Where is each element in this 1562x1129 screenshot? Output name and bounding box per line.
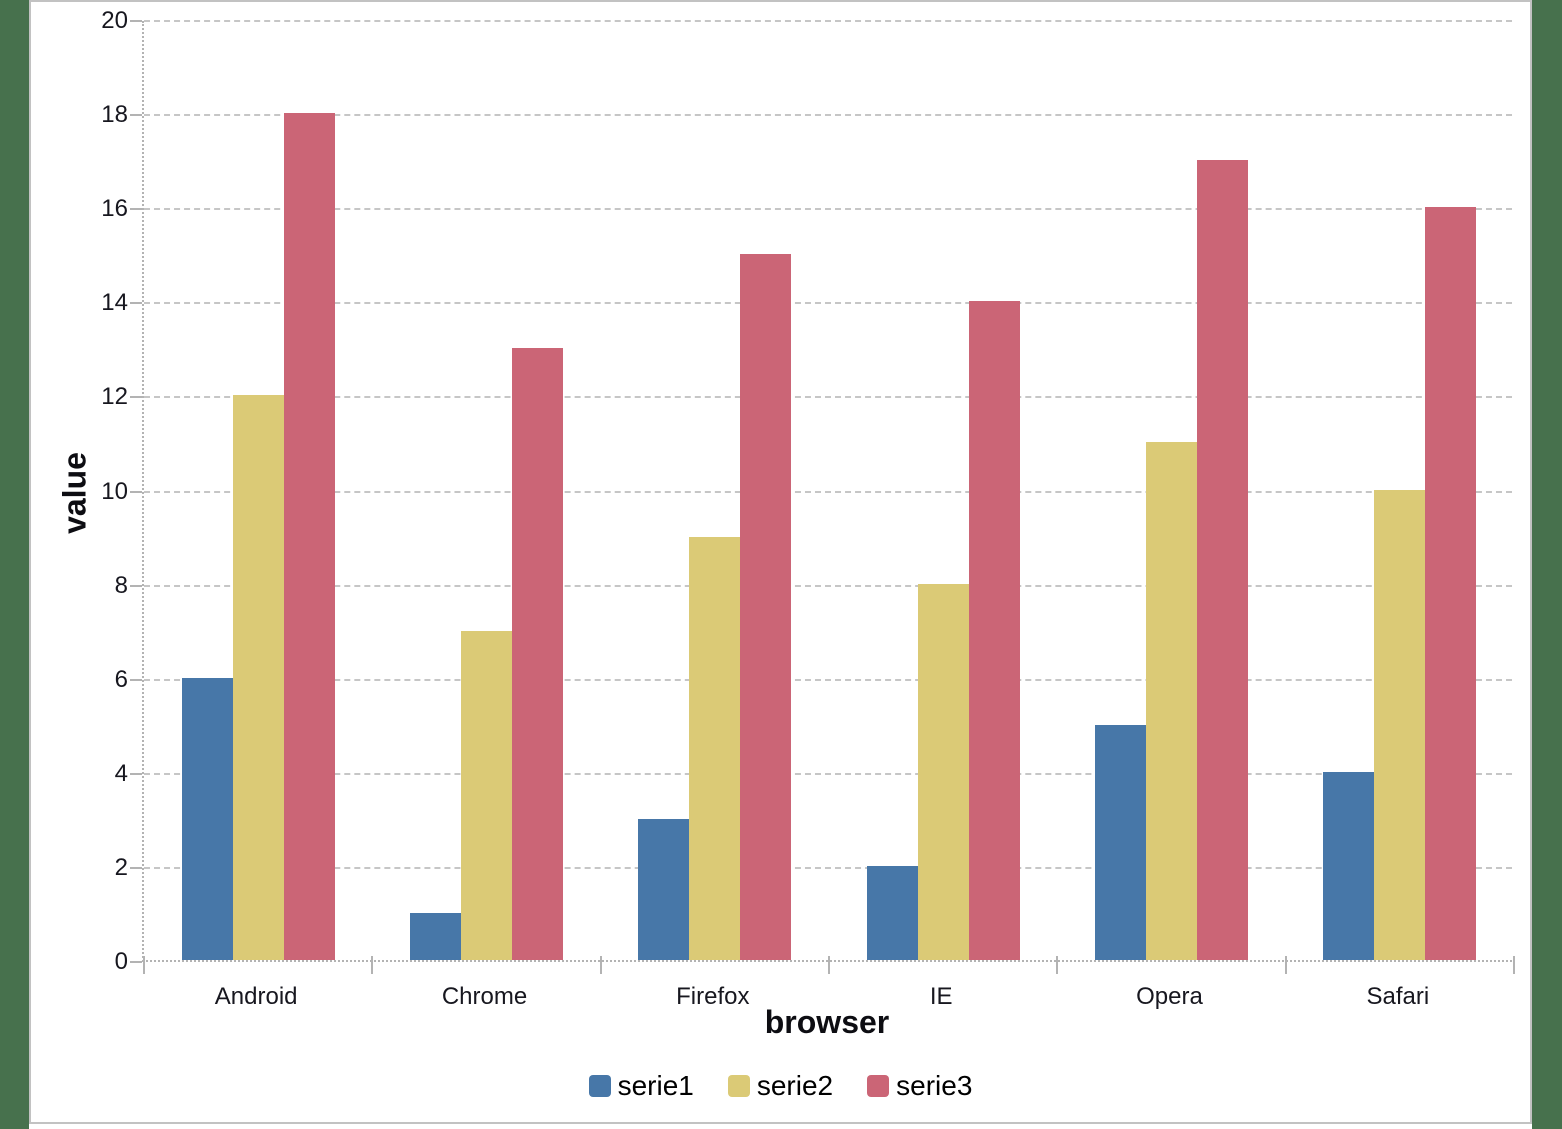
legend-swatch-serie1 [588, 1075, 611, 1097]
gridline [144, 678, 1512, 681]
y-axis-tick [130, 678, 142, 681]
y-tick-label: 0 [114, 948, 128, 975]
x-category-label: Chrome [441, 983, 528, 1010]
y-axis-tick [130, 772, 142, 775]
bar-serie1-chrome [410, 912, 461, 960]
x-axis-tick [143, 956, 145, 974]
y-tick-label: 4 [114, 759, 128, 787]
x-axis-tick [599, 956, 602, 974]
y-axis-tick [130, 20, 142, 22]
y-axis-tick [130, 866, 142, 869]
gridline [144, 302, 1512, 305]
y-axis-tick [130, 584, 142, 587]
legend: serie1 serie2 serie3 [31, 1070, 1530, 1102]
gridline [144, 208, 1512, 211]
bar-serie3-opera [1197, 160, 1248, 960]
x-axis-tick [1056, 956, 1059, 974]
legend-swatch-serie3 [867, 1075, 890, 1097]
y-axis-tick [130, 396, 142, 399]
gridline [144, 584, 1512, 587]
x-category-label: Safari [1366, 983, 1430, 1010]
bar-serie3-firefox [740, 254, 792, 960]
bar-serie1-ie [866, 865, 918, 960]
y-tick-label: 16 [101, 195, 128, 223]
x-category-labels: Android Chrome Firefox IE Opera Safari [142, 983, 1512, 1013]
y-tick-label: 18 [101, 101, 128, 129]
bar-serie3-chrome [512, 348, 563, 960]
y-tick-label: 10 [101, 477, 128, 505]
legend-swatch-serie2 [727, 1075, 750, 1097]
gridline [144, 772, 1512, 775]
chart-canvas: value Android Chrome Firefox IE Opera Safari … [29, 0, 1532, 1124]
bar-serie2-firefox [689, 536, 741, 960]
plot-area [130, 20, 1515, 974]
legend-item-serie3: serie3 [867, 1070, 972, 1102]
gridline [144, 396, 1512, 399]
y-axis-tick [130, 302, 142, 305]
x-axis-tick [1284, 956, 1287, 974]
y-axis-tick [130, 961, 142, 963]
bar-serie1-firefox [638, 818, 690, 960]
gridline [144, 866, 1512, 869]
bar-serie3-android [283, 113, 335, 960]
legend-label: serie2 [756, 1070, 834, 1101]
y-tick-label: 14 [101, 289, 128, 317]
bar-serie2-ie [917, 583, 969, 960]
y-axis-tick [130, 490, 142, 493]
bar-serie2-safari [1374, 489, 1426, 960]
y-axis-tick [130, 208, 142, 211]
bar-serie3-safari [1425, 207, 1477, 960]
y-tick-label: 20 [101, 7, 128, 34]
x-category-label: Firefox [676, 983, 750, 1010]
x-category-label: IE [929, 983, 953, 1010]
bar-serie2-chrome [461, 630, 512, 960]
legend-label: serie1 [617, 1070, 694, 1101]
bar-serie3-ie [968, 301, 1020, 960]
bar-serie1-opera [1095, 724, 1146, 960]
legend-item-serie1: serie1 [588, 1070, 694, 1102]
gridline [144, 114, 1512, 117]
bar-serie1-android [181, 677, 233, 960]
x-axis-title: browser [764, 1004, 890, 1040]
legend-item-serie2: serie2 [727, 1070, 834, 1102]
bar-serie2-opera [1146, 442, 1197, 960]
gridline [144, 20, 1512, 22]
frame-right-strip [1532, 0, 1562, 1129]
x-axis-tick [828, 956, 830, 974]
x-category-label: Android [214, 983, 298, 1010]
frame-left-strip [0, 0, 29, 1129]
bar-serie2-android [232, 395, 284, 960]
y-tick-label: 12 [101, 383, 128, 411]
y-tick-label: 6 [114, 665, 128, 693]
bar-serie1-safari [1323, 771, 1375, 960]
y-tick-label: 8 [114, 571, 128, 599]
x-category-label: Opera [1136, 983, 1203, 1010]
y-axis-tick [130, 114, 142, 117]
gridline [144, 490, 1512, 493]
y-tick-label: 2 [114, 853, 128, 881]
x-axis-tick [371, 956, 374, 974]
legend-label: serie3 [896, 1070, 973, 1101]
x-axis-tick [1513, 956, 1515, 974]
